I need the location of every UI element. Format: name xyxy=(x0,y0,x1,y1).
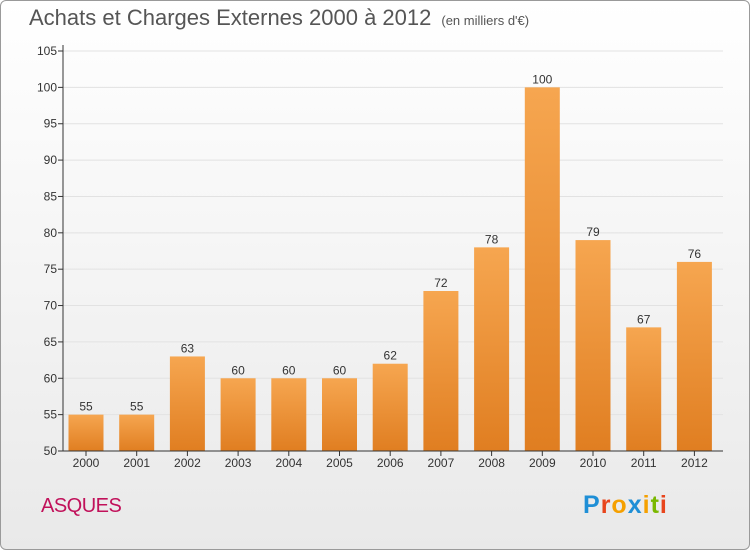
data-label: 79 xyxy=(586,225,600,239)
y-tick-label: 50 xyxy=(44,444,58,458)
x-tick-label: 2009 xyxy=(529,456,556,470)
y-tick-label: 95 xyxy=(44,117,58,131)
y-tick-label: 65 xyxy=(44,335,58,349)
bar xyxy=(575,240,611,451)
bar xyxy=(372,363,408,451)
logo-letter: t xyxy=(650,491,660,519)
bar xyxy=(626,327,662,451)
bar xyxy=(524,87,560,451)
data-label: 62 xyxy=(384,349,398,363)
logo-letter: x xyxy=(627,491,643,519)
logo-letter: r xyxy=(600,491,612,519)
x-tick-label: 2006 xyxy=(377,456,404,470)
proxiti-logo: Proxiti xyxy=(583,491,668,520)
data-label: 60 xyxy=(282,363,296,377)
x-tick-label: 2005 xyxy=(326,456,353,470)
bar xyxy=(169,356,205,451)
data-label: 55 xyxy=(79,400,93,414)
x-tick-label: 2007 xyxy=(428,456,455,470)
data-label: 76 xyxy=(688,247,702,261)
bar xyxy=(676,261,712,451)
bar xyxy=(68,414,104,451)
x-tick-label: 2002 xyxy=(174,456,201,470)
logo-letter: i xyxy=(659,491,668,519)
chart-unit: (en milliers d'€) xyxy=(441,13,530,28)
bar xyxy=(119,414,155,451)
x-tick-label: 2003 xyxy=(225,456,252,470)
bar xyxy=(220,378,256,451)
commune-name: ASQUES xyxy=(41,495,122,517)
x-tick-label: 2001 xyxy=(123,456,150,470)
y-tick-label: 80 xyxy=(44,226,58,240)
logo-letter: P xyxy=(583,491,601,519)
y-tick-label: 100 xyxy=(37,80,57,94)
data-label: 78 xyxy=(485,232,499,246)
x-tick-label: 2012 xyxy=(681,456,708,470)
y-tick-label: 75 xyxy=(44,262,58,276)
y-tick-label: 90 xyxy=(44,153,58,167)
data-label: 63 xyxy=(181,341,195,355)
y-tick-label: 105 xyxy=(37,44,57,58)
bar xyxy=(423,291,459,451)
data-label: 72 xyxy=(434,276,448,290)
x-tick-label: 2004 xyxy=(275,456,302,470)
data-label: 60 xyxy=(231,363,245,377)
y-tick-label: 70 xyxy=(44,299,58,313)
x-tick-label: 2011 xyxy=(631,456,657,470)
title-row: Achats et Charges Externes 2000 à 2012 (e… xyxy=(29,5,529,31)
bar xyxy=(322,378,357,451)
y-tick-label: 60 xyxy=(44,371,58,385)
logo-letter: i xyxy=(642,491,651,519)
logo-letter: o xyxy=(611,491,628,519)
data-label: 67 xyxy=(637,312,651,326)
x-tick-label: 2008 xyxy=(478,456,505,470)
bar xyxy=(474,247,510,451)
x-tick-label: 2000 xyxy=(73,456,100,470)
y-tick-label: 55 xyxy=(44,408,58,422)
data-label: 55 xyxy=(130,400,144,414)
x-tick-label: 2010 xyxy=(580,456,607,470)
data-label: 60 xyxy=(333,363,347,377)
data-label: 100 xyxy=(532,72,552,86)
chart-title: Achats et Charges Externes 2000 à 2012 xyxy=(29,5,432,30)
y-tick-label: 85 xyxy=(44,189,58,203)
bar xyxy=(271,378,307,451)
